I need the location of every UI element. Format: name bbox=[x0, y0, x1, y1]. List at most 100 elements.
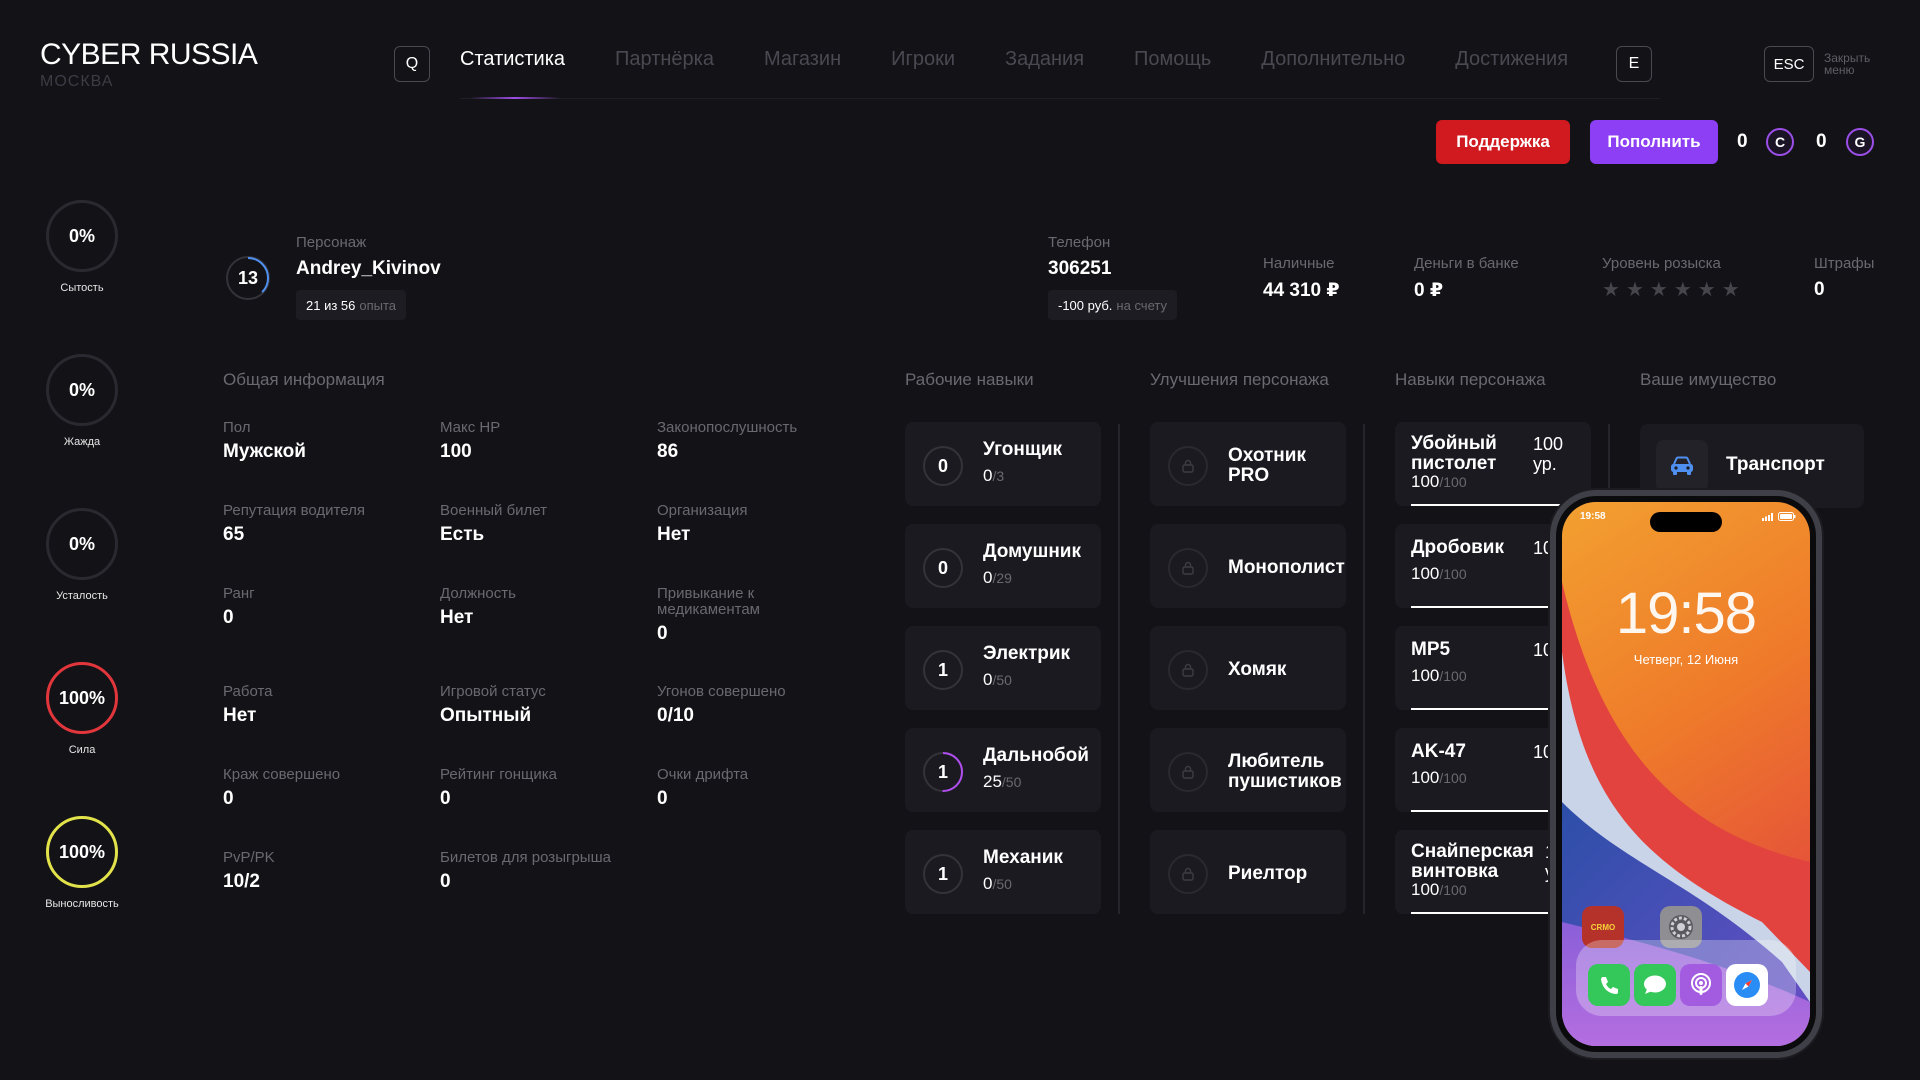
info-label: Работа bbox=[223, 683, 273, 700]
info-value: 100 bbox=[440, 441, 472, 462]
experience-chip: 21 из 56 опыта bbox=[296, 290, 407, 320]
lock-icon bbox=[1168, 752, 1208, 792]
skill-level-ring: 1 bbox=[923, 752, 963, 792]
upgrade-card[interactable]: Охотник PRO bbox=[1150, 422, 1346, 506]
weapon-progress: 100/100 bbox=[1411, 768, 1467, 787]
upgrade-name: Монополист bbox=[1228, 557, 1345, 578]
weapon-progress-bar bbox=[1411, 606, 1575, 608]
cyber-russia-app-icon[interactable]: CRMO bbox=[1582, 906, 1624, 948]
tab-shop[interactable]: Магазин bbox=[764, 48, 842, 70]
status-bar-icons bbox=[1762, 512, 1796, 521]
info-label: Военный билет bbox=[440, 502, 548, 519]
wanted-label: Уровень розыска bbox=[1602, 255, 1721, 272]
coins-c-amount: 0 bbox=[1737, 131, 1748, 152]
info-raffle-tickets: Билетов для розыгрыша 0 bbox=[440, 850, 611, 893]
phone-lock-screen[interactable]: 19:58 19:58 Четверг, 12 Июня CRMO bbox=[1562, 502, 1810, 1046]
topup-button[interactable]: Пополнить bbox=[1590, 120, 1718, 164]
work-skill-card[interactable]: 1 Механик 0/50 bbox=[905, 830, 1101, 914]
upgrade-card[interactable]: Монополист bbox=[1150, 524, 1346, 608]
info-label: Макс HP bbox=[440, 419, 501, 436]
info-value: Опытный bbox=[440, 705, 532, 726]
upgrade-card[interactable]: Риелтор bbox=[1150, 830, 1346, 914]
info-value: 0 bbox=[440, 871, 451, 892]
star-icon: ★ bbox=[1673, 279, 1692, 301]
character-level-ring: 13 bbox=[226, 256, 270, 300]
level-progress-arc bbox=[227, 257, 269, 299]
need-label: Жажда bbox=[63, 436, 101, 448]
tab-additional[interactable]: Дополнительно bbox=[1261, 48, 1406, 70]
weapon-progress-bar bbox=[1411, 810, 1575, 812]
info-value: 65 bbox=[223, 524, 245, 545]
bank-value: 0 ₽ bbox=[1414, 280, 1444, 301]
need-strength: 100% Сила bbox=[46, 662, 118, 756]
info-pvp-pk: PvP/PK 10/2 bbox=[223, 850, 275, 893]
tab-statistics[interactable]: Статистика bbox=[460, 48, 566, 70]
info-driver-reputation: Репутация водителя 65 bbox=[223, 503, 365, 546]
weapon-name: MP5 bbox=[1411, 639, 1451, 660]
need-label: Усталость bbox=[56, 590, 108, 602]
info-value: Нет bbox=[440, 607, 474, 628]
tab-tasks[interactable]: Задания bbox=[1005, 48, 1085, 70]
character-level: 13 bbox=[237, 267, 259, 288]
phone-balance: -100 руб. bbox=[1058, 297, 1113, 313]
lock-icon bbox=[1168, 446, 1208, 486]
next-tab-key[interactable]: E bbox=[1616, 46, 1652, 82]
tab-partner[interactable]: Партнёрка bbox=[615, 48, 714, 70]
info-label: Организация bbox=[657, 502, 748, 519]
property-name: Транспорт bbox=[1726, 454, 1825, 475]
podcasts-icon[interactable] bbox=[1680, 964, 1722, 1006]
weapon-skill-card[interactable]: Убойный пистолет 100 ур. 100/100 bbox=[1395, 422, 1591, 506]
info-value: 0 bbox=[657, 788, 668, 809]
coin-c-icon: C bbox=[1766, 128, 1794, 156]
skill-name: Угонщик bbox=[983, 439, 1063, 460]
info-value: 0 bbox=[657, 623, 668, 644]
column-divider bbox=[1363, 424, 1365, 914]
work-skill-card[interactable]: 1 Дальнобой 25/50 bbox=[905, 728, 1101, 812]
info-position: Должность Нет bbox=[440, 586, 516, 629]
work-skill-card[interactable]: 1 Электрик 0/50 bbox=[905, 626, 1101, 710]
phone-call-icon[interactable] bbox=[1588, 964, 1630, 1006]
work-skill-card[interactable]: 0 Угонщик 0/3 bbox=[905, 422, 1101, 506]
info-label: Пол bbox=[223, 419, 251, 436]
info-label: Рейтинг гонщика bbox=[440, 766, 557, 783]
info-value: 86 bbox=[657, 441, 679, 462]
phone-device[interactable]: 19:58 19:58 Четверг, 12 Июня CRMO bbox=[1550, 490, 1822, 1058]
support-button[interactable]: Поддержка bbox=[1436, 120, 1570, 164]
phone-balance-suffix: на счету bbox=[1116, 297, 1167, 313]
upgrade-card[interactable]: Хомяк bbox=[1150, 626, 1346, 710]
general-info-title: Общая информация bbox=[223, 370, 385, 389]
nav-divider bbox=[460, 98, 1660, 99]
lock-screen-date: Четверг, 12 Июня bbox=[1633, 652, 1739, 667]
wanted-stars: ★ ★ ★ ★ ★ ★ bbox=[1602, 280, 1740, 300]
info-label: Очки дрифта bbox=[657, 766, 749, 783]
tab-help[interactable]: Помощь bbox=[1134, 48, 1212, 70]
info-value: Мужской bbox=[223, 441, 306, 462]
info-value: Есть bbox=[440, 524, 485, 545]
need-ring: 0% bbox=[46, 354, 118, 426]
brand-title: CYBER RUSSIA bbox=[40, 38, 258, 71]
esc-close-button[interactable]: ESC bbox=[1764, 46, 1814, 82]
upgrade-name: Охотник PRO bbox=[1228, 445, 1306, 486]
work-skill-card[interactable]: 0 Домушник 0/29 bbox=[905, 524, 1101, 608]
tab-achievements[interactable]: Достижения bbox=[1455, 48, 1569, 70]
need-thirst: 0% Жажда bbox=[46, 354, 118, 448]
safari-icon[interactable] bbox=[1726, 964, 1768, 1006]
need-label: Сила bbox=[68, 744, 96, 756]
bank-label: Деньги в банке bbox=[1414, 255, 1519, 272]
tab-players[interactable]: Игроки bbox=[891, 48, 955, 70]
star-icon: ★ bbox=[1602, 279, 1620, 301]
settings-icon[interactable] bbox=[1660, 906, 1702, 948]
upgrade-card[interactable]: Любитель пушистиков bbox=[1150, 728, 1346, 812]
need-label: Выносливость bbox=[45, 898, 119, 910]
info-label: Краж совершено bbox=[223, 766, 341, 783]
character-name-label: Персонаж bbox=[296, 234, 367, 251]
info-max-hp: Макс HP 100 bbox=[440, 420, 500, 463]
info-value: 0/10 bbox=[657, 705, 694, 726]
need-satiety: 0% Сытость bbox=[46, 200, 118, 294]
fines-label: Штрафы bbox=[1814, 255, 1875, 272]
messages-icon[interactable] bbox=[1634, 964, 1676, 1006]
prev-tab-key[interactable]: Q bbox=[394, 46, 430, 82]
close-hint-line1: Закрыть bbox=[1824, 51, 1871, 65]
weapon-progress-bar bbox=[1411, 708, 1575, 710]
info-label: Законопослушность bbox=[657, 419, 798, 436]
